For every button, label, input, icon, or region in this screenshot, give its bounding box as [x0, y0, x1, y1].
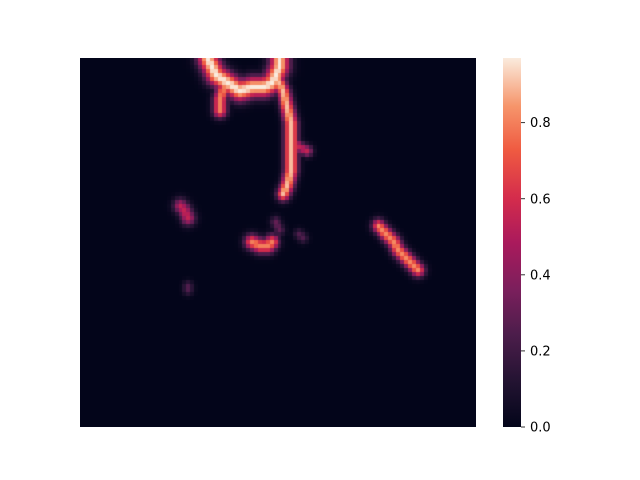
colorbar-tick-label: 0.6: [530, 192, 551, 207]
heatmap-foreign: [80, 58, 476, 427]
heatmap-canvas: [80, 58, 476, 427]
colorbar-tick-label: 0.8: [530, 116, 551, 131]
colorbar-ticks: 0.0 0.2 0.4 0.6 0.8: [521, 116, 551, 436]
colorbar-tick-label: 0.4: [530, 268, 551, 283]
heatmap-area: [80, 58, 476, 427]
colorbar-tick-label: 0.0: [530, 421, 551, 436]
colorbar: 0.0 0.2 0.4 0.6 0.8: [503, 58, 551, 436]
colorbar-gradient: [503, 58, 521, 427]
colorbar-tick-label: 0.2: [530, 344, 551, 359]
